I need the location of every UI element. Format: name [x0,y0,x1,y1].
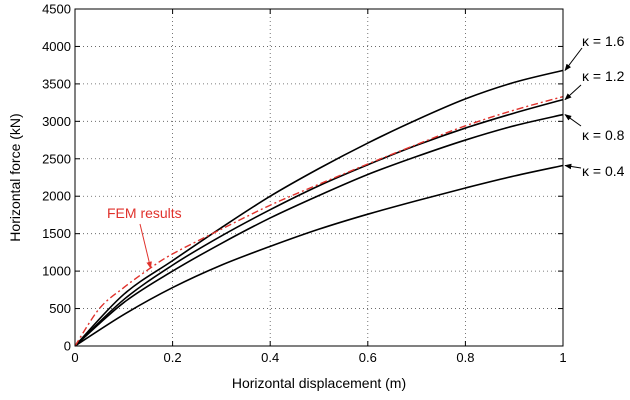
annotation-arrow-fem-results [139,223,152,269]
ticks: 0 0.2 0.4 0.6 0.8 1 0 500 1000 1500 2000 2500 3000 35… [42,2,567,366]
x-tick-label: 0.4 [261,350,279,365]
y-tick-label: 4500 [42,2,71,17]
x-tick-label: 0.8 [456,350,474,365]
series-line-kappa-1-6 [74,69,564,347]
annotation-label-kappa-1-2: κ = 1.2 [582,68,625,84]
annotation-arrow-kappa-0-4 [564,163,582,170]
y-tick-label: 3000 [42,114,71,129]
y-tick-label: 1000 [42,264,71,279]
plot-frame [74,8,564,347]
y-axis-label: Horizontal force (kN) [7,113,23,241]
y-tick-label: 2500 [42,151,71,166]
y-tick-label: 500 [49,301,71,316]
series-line-kappa-0-8 [74,113,564,347]
annotation-arrow-kappa-1-6 [564,47,583,71]
annotation-arrow-kappa-0-8 [564,114,582,127]
series-line-kappa-1-2 [74,98,564,347]
annotations: κ = 1.6 κ = 1.2 κ = 0.8 κ = 0.4 FEM results [107,33,625,269]
x-tick-label: 0.2 [164,350,182,365]
y-tick-label: 0 [64,339,71,354]
y-tick-label: 3500 [42,76,71,91]
annotation-label-kappa-1-6: κ = 1.6 [582,33,625,49]
x-tick-label: 0 [71,350,78,365]
annotation-label-fem-results: FEM results [107,205,182,221]
grid [75,9,563,346]
y-tick-label: 1500 [42,226,71,241]
y-tick-label: 4000 [42,39,71,54]
x-axis-label: Horizontal displacement (m) [232,375,406,391]
annotation-label-kappa-0-8: κ = 0.8 [582,127,625,143]
x-tick-label: 0.6 [359,350,377,365]
annotation-arrow-kappa-1-2 [564,84,582,101]
series-line-fem-results [74,95,564,347]
series-line-kappa-0-4 [74,164,564,347]
annotation-label-kappa-0-4: κ = 0.4 [582,163,625,179]
series-group [74,69,564,347]
x-tick-label: 1 [559,350,566,365]
y-tick-label: 2000 [42,189,71,204]
